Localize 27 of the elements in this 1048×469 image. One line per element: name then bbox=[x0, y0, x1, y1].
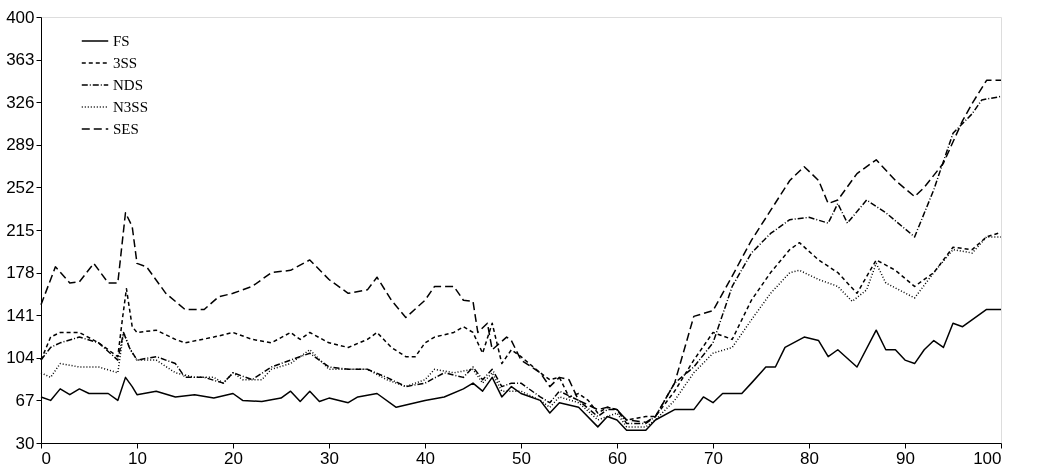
x-tick-label: 70 bbox=[704, 448, 723, 468]
y-tick-label: 178 bbox=[6, 263, 35, 283]
x-tick-label: 100 bbox=[973, 448, 1002, 468]
x-tick-label: 10 bbox=[128, 448, 147, 468]
x-tick-label: 20 bbox=[224, 448, 243, 468]
x-tick-label: 0 bbox=[41, 448, 51, 468]
y-tick-label: 67 bbox=[15, 390, 35, 410]
y-tick-label: 104 bbox=[6, 348, 35, 368]
x-tick-label: 90 bbox=[896, 448, 915, 468]
legend-label: NDS bbox=[113, 77, 144, 93]
y-tick-label: 252 bbox=[6, 177, 35, 197]
x-tick-label: 40 bbox=[416, 448, 435, 468]
x-tick-label: 80 bbox=[800, 448, 819, 468]
legend-label: 3SS bbox=[113, 55, 138, 71]
y-tick-label: 289 bbox=[6, 135, 35, 155]
y-tick-label: 215 bbox=[6, 220, 35, 240]
y-tick-label: 30 bbox=[15, 433, 35, 453]
legend-label: SES bbox=[113, 121, 139, 137]
legend-label: FS bbox=[113, 33, 130, 49]
y-tick-label: 363 bbox=[6, 50, 35, 70]
x-tick-label: 60 bbox=[608, 448, 627, 468]
y-tick-label: 326 bbox=[6, 92, 35, 112]
x-tick-label: 50 bbox=[512, 448, 531, 468]
y-tick-label: 141 bbox=[6, 305, 35, 325]
x-tick-label: 30 bbox=[320, 448, 339, 468]
legend-label: N3SS bbox=[113, 99, 149, 115]
y-tick-label: 400 bbox=[6, 7, 35, 27]
